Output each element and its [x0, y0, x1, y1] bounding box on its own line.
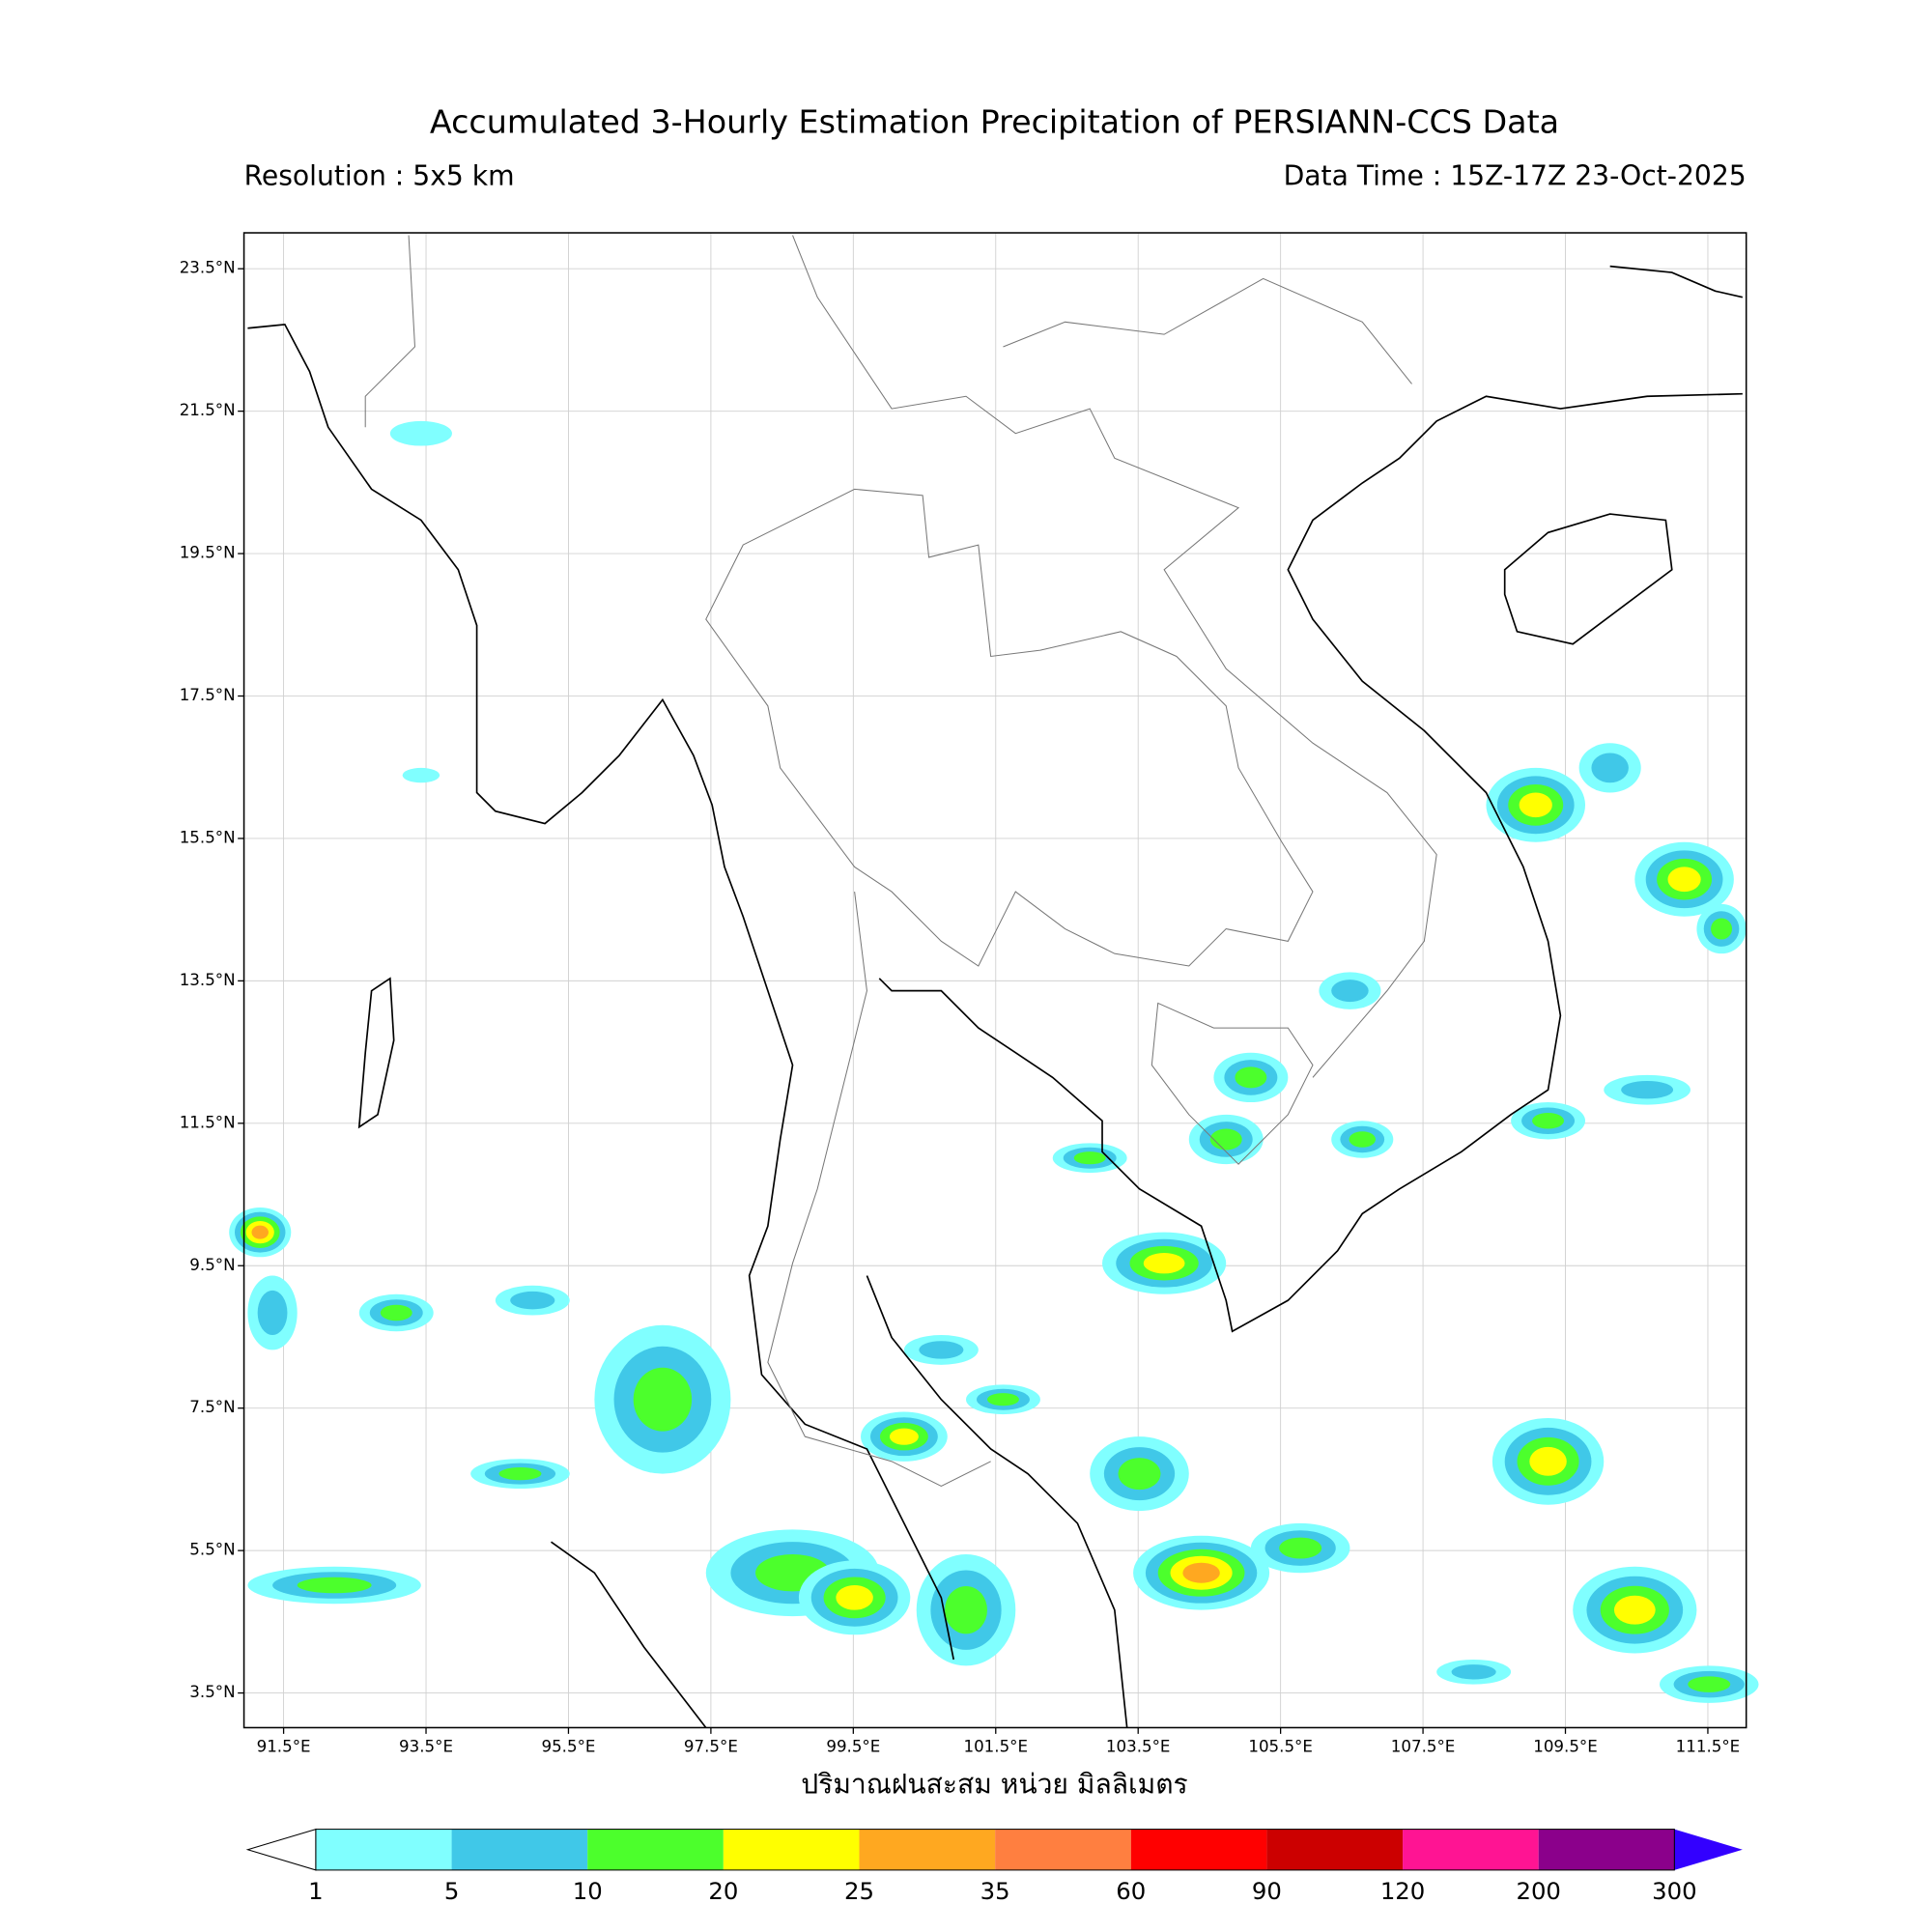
colorbar-label: 300 [1652, 1877, 1696, 1905]
lon-label: 99.5°E [826, 1737, 880, 1755]
rain-cell [402, 767, 440, 783]
colorbar-label: 10 [573, 1877, 603, 1905]
colorbar-segment [723, 1829, 860, 1870]
lat-label: 7.5°N [189, 1398, 235, 1416]
rain-cell [1279, 1537, 1322, 1559]
rain-cell [1529, 1446, 1567, 1476]
rain-cell [1182, 1562, 1220, 1583]
lon-label: 97.5°E [684, 1737, 738, 1755]
rain-cell [945, 1585, 987, 1634]
lat-label: 13.5°N [180, 971, 236, 989]
rain-cell [836, 1585, 873, 1610]
lon-label: 103.5°E [1106, 1737, 1171, 1755]
rain-cell [1667, 867, 1701, 893]
rain-cell [297, 1577, 372, 1594]
lat-label: 3.5°N [189, 1683, 235, 1701]
colorbar-label: 25 [844, 1877, 874, 1905]
rain-cell [510, 1291, 555, 1310]
rain-cell [1209, 1128, 1242, 1151]
rain-cell [389, 420, 452, 446]
colorbar-segment [1266, 1829, 1404, 1870]
lat-label: 9.5°N [189, 1256, 235, 1274]
borders [364, 235, 1437, 1488]
lon-label: 95.5°E [541, 1737, 595, 1755]
lat-label: 19.5°N [180, 544, 236, 562]
lon-label: 93.5°E [399, 1737, 453, 1755]
colorbar-segment [451, 1829, 588, 1870]
rain-cell [986, 1393, 1019, 1406]
rain-cell [1073, 1151, 1106, 1165]
colorbar-label: 200 [1516, 1877, 1560, 1905]
colorbar-label: 5 [444, 1877, 460, 1905]
colorbar-over [1674, 1829, 1743, 1870]
rain-cell [1688, 1676, 1731, 1692]
x-label: ปริมาณฝนสะสม หน่วย มิลลิเมตร [801, 1769, 1187, 1801]
rain-cell [1519, 792, 1552, 818]
colorbar-segment [1130, 1829, 1267, 1870]
lat-label: 5.5°N [189, 1541, 235, 1559]
axis-labels: 91.5°E 93.5°E 95.5°E 97.5°E 99.5°E 101.5°E 103… [180, 259, 1741, 1756]
rain-cell [251, 1225, 269, 1239]
colorbar-segment [1538, 1829, 1675, 1870]
colorbar-label: 90 [1252, 1877, 1282, 1905]
graticule [243, 233, 1747, 1728]
rain-cell [1532, 1113, 1565, 1129]
rain-cell [1235, 1066, 1267, 1089]
lat-label: 17.5°N [180, 686, 236, 704]
title: Accumulated 3-Hourly Estimation Precipit… [430, 103, 1559, 141]
rain-cell [1613, 1595, 1656, 1625]
colorbar-segment [315, 1829, 452, 1870]
resolution: Resolution : 5x5 km [244, 159, 515, 191]
lon-label: 105.5°E [1248, 1737, 1313, 1755]
lon-label: 107.5°E [1391, 1737, 1456, 1755]
colorbar-label: 1 [308, 1877, 324, 1905]
colorbar-outline [315, 1829, 1675, 1871]
rain-cell [1349, 1131, 1376, 1148]
colorbar-label: 120 [1380, 1877, 1425, 1905]
lon-label: 101.5°E [963, 1737, 1028, 1755]
rain-cell [633, 1367, 693, 1432]
colorbar-segment [995, 1829, 1131, 1870]
lat-label: 15.5°N [180, 828, 236, 846]
colorbar-label: 35 [980, 1877, 1010, 1905]
lon-label: 111.5°E [1676, 1737, 1741, 1755]
colorbar-segment [1403, 1829, 1539, 1870]
colorbar-segment [587, 1829, 724, 1870]
lon-label: 91.5°E [257, 1737, 311, 1755]
colorbar-label: 60 [1116, 1877, 1146, 1905]
coastlines [247, 265, 1744, 1728]
lat-label: 23.5°N [180, 259, 236, 277]
lon-label: 109.5°E [1533, 1737, 1598, 1755]
rain-cell [1118, 1458, 1161, 1491]
rain-cell [1621, 1080, 1674, 1099]
lat-label: 11.5°N [180, 1113, 236, 1131]
rain-cell [1591, 753, 1629, 783]
rain-cell [257, 1290, 288, 1336]
rain-cell [919, 1341, 964, 1359]
colorbar: 1 5 10 20 25 35 60 90 120 200 300 [245, 1828, 1743, 1905]
colorbar-segment [859, 1829, 996, 1870]
rain-cell [1451, 1664, 1496, 1680]
rain-cell [889, 1428, 919, 1445]
data-time: Data Time : 15Z-17Z 23-Oct-2025 [1284, 159, 1747, 191]
colorbar-label: 20 [708, 1877, 738, 1905]
rain-cell [1331, 980, 1369, 1003]
lat-label: 21.5°N [180, 401, 236, 419]
rain-cell [380, 1304, 412, 1321]
rain-cell [1143, 1253, 1185, 1274]
precipitation [229, 420, 1759, 1703]
rain-cell [1711, 918, 1733, 940]
rain-cell [498, 1467, 542, 1481]
